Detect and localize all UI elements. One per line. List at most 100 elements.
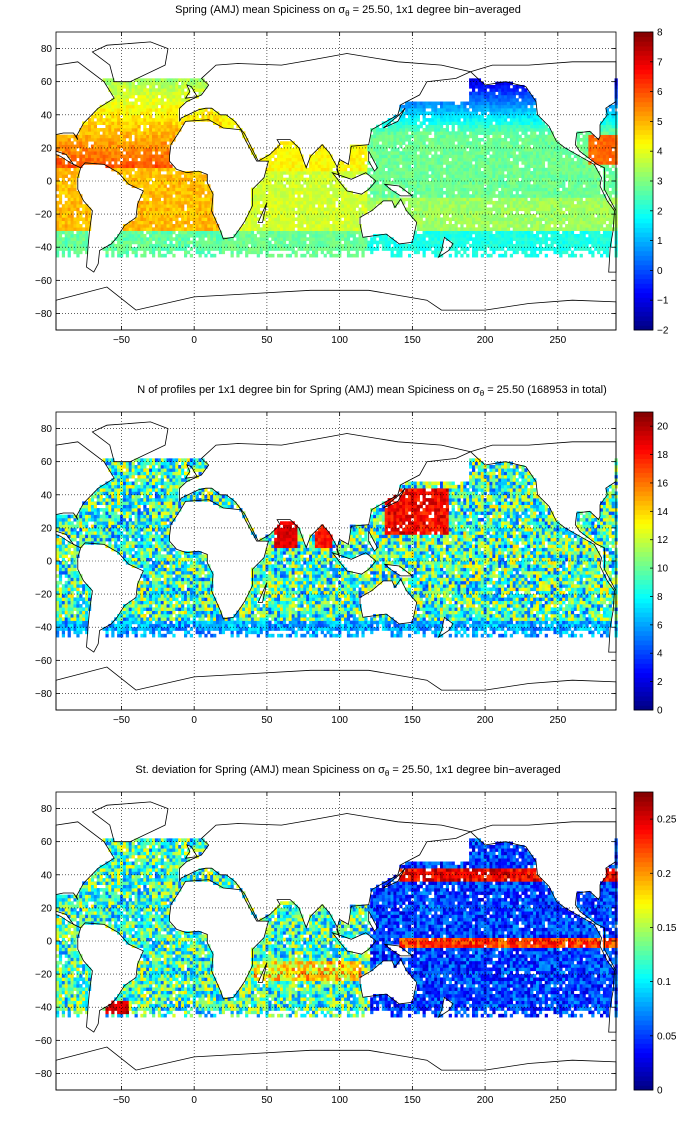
heatmap-cell	[149, 104, 153, 109]
heatmap-cell	[271, 171, 275, 175]
heatmap-cell	[172, 200, 176, 205]
heatmap-cell	[140, 174, 144, 178]
heatmap-cell	[309, 167, 313, 172]
heatmap-cell	[504, 108, 508, 112]
heatmap-cell	[486, 190, 490, 195]
heatmap-cell	[384, 194, 388, 198]
heatmap-cell	[198, 177, 202, 182]
heatmap-cell	[149, 88, 153, 92]
heatmap-cell	[474, 167, 479, 172]
heatmap-cell	[495, 101, 499, 106]
heatmap-cell	[149, 224, 153, 228]
heatmap-cell	[434, 220, 438, 225]
heatmap-cell	[85, 224, 89, 228]
heatmap-cell	[213, 230, 217, 235]
heatmap-cell	[204, 247, 208, 251]
heatmap-cell	[457, 184, 461, 188]
heatmap-cell	[85, 217, 89, 222]
heatmap-cell	[105, 118, 109, 122]
heatmap-cell	[90, 151, 95, 155]
heatmap-cell	[143, 174, 147, 178]
heatmap-cell	[274, 184, 278, 188]
heatmap-cell	[79, 147, 83, 152]
heatmap-cell	[361, 210, 365, 215]
heatmap-cell	[163, 220, 167, 225]
heatmap-cell	[381, 124, 386, 129]
heatmap-cell	[509, 101, 514, 106]
heatmap-cell	[291, 207, 295, 212]
heatmap-cell	[297, 210, 301, 215]
heatmap-cell	[125, 224, 130, 228]
heatmap-cell	[384, 174, 388, 178]
heatmap-cell	[195, 207, 199, 212]
heatmap-cell	[56, 144, 60, 149]
heatmap-cell	[323, 157, 327, 162]
heatmap-cell	[416, 111, 420, 116]
heatmap-cell	[288, 194, 292, 198]
heatmap-cell	[384, 187, 388, 192]
heatmap-cell	[282, 194, 287, 198]
heatmap-cell	[314, 207, 319, 212]
heatmap-cell	[509, 207, 514, 212]
heatmap-cell	[413, 167, 418, 172]
heatmap-cell	[373, 131, 377, 135]
heatmap-cell	[361, 147, 365, 152]
heatmap-cell	[486, 253, 490, 258]
heatmap-cell	[218, 121, 223, 126]
heatmap-cell	[402, 111, 406, 116]
heatmap-cell	[472, 184, 476, 188]
heatmap-cell	[410, 151, 415, 155]
heatmap-cell	[509, 230, 514, 235]
heatmap-cell	[314, 167, 319, 172]
heatmap-cell	[492, 108, 496, 112]
heatmap-cell	[314, 224, 319, 228]
heatmap-cell	[61, 167, 66, 172]
heatmap-cell	[157, 128, 162, 132]
heatmap-cell	[131, 240, 135, 245]
heatmap-cell	[149, 243, 153, 248]
heatmap-cell	[198, 118, 202, 122]
heatmap-cell	[128, 224, 132, 228]
heatmap-cell	[381, 243, 386, 248]
heatmap-cell	[495, 220, 499, 225]
heatmap-cell	[364, 207, 368, 212]
heatmap-cell	[384, 128, 388, 132]
heatmap-cell	[277, 190, 281, 195]
heatmap-cell	[492, 151, 496, 155]
heatmap-cell	[332, 197, 336, 202]
heatmap-cell	[108, 154, 112, 159]
heatmap-cell	[434, 197, 438, 202]
heatmap-cell	[469, 104, 473, 109]
heatmap-cell	[477, 131, 482, 135]
heatmap-cell	[166, 151, 170, 155]
heatmap-cell	[428, 141, 432, 145]
heatmap-cell	[413, 137, 418, 142]
heatmap-cell	[157, 181, 162, 185]
heatmap-cell	[314, 253, 319, 258]
heatmap-cell	[274, 240, 278, 245]
heatmap-cell	[445, 144, 450, 149]
heatmap-cell	[163, 217, 167, 222]
heatmap-cell	[445, 164, 450, 169]
heatmap-cell	[248, 210, 252, 215]
heatmap-cell	[463, 157, 467, 162]
heatmap-cell	[349, 207, 354, 212]
heatmap-cell	[480, 237, 484, 241]
heatmap-cell	[131, 81, 135, 86]
heatmap-cell	[143, 217, 147, 222]
heatmap-cell	[501, 174, 505, 178]
heatmap-cell	[61, 157, 66, 162]
heatmap-cell	[140, 98, 144, 102]
heatmap-cell	[486, 200, 490, 205]
heatmap-cell	[137, 131, 141, 135]
heatmap-cell	[469, 114, 473, 119]
heatmap-cell	[448, 230, 452, 235]
heatmap-cell	[466, 207, 470, 212]
heatmap-cell	[85, 204, 89, 208]
heatmap-cell	[413, 250, 418, 255]
heatmap-cell	[477, 217, 482, 222]
heatmap-cell	[291, 200, 295, 205]
heatmap-cell	[291, 164, 295, 169]
heatmap-cell	[463, 131, 467, 135]
heatmap-cell	[201, 250, 205, 255]
